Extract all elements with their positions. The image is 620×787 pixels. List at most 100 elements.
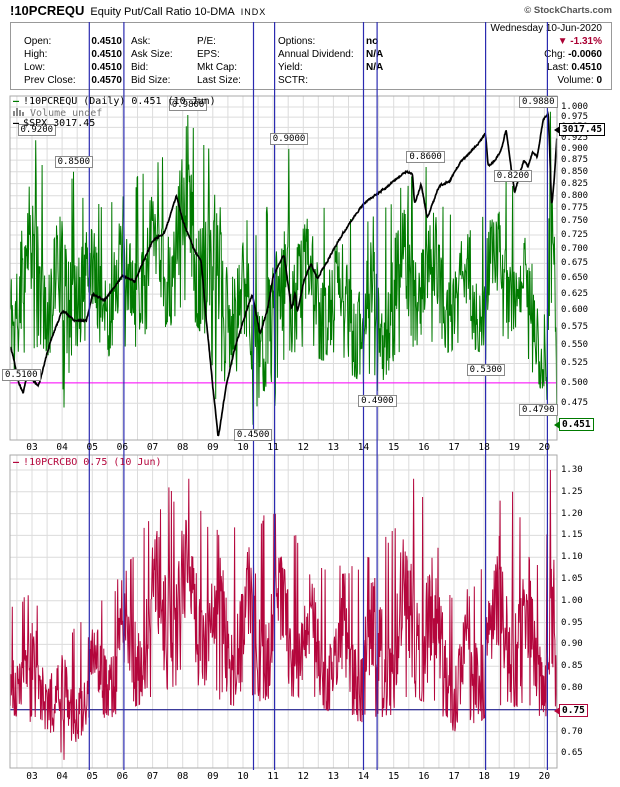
legend-item: Volume undef <box>13 107 102 119</box>
spx-last-value-box: 3017.45 <box>554 123 606 137</box>
x-tick-label: 13 <box>327 442 340 453</box>
quote-value: N/A <box>366 62 384 73</box>
quote-label: Yield: <box>278 62 303 73</box>
quote-label: High: <box>24 49 48 60</box>
y-tick-label: 1.000 <box>561 102 589 112</box>
quote-label: Last: <box>546 62 572 73</box>
legend-dash-icon: — <box>13 118 24 129</box>
y-tick-label: 0.650 <box>561 273 589 284</box>
quote-value: N/A <box>366 49 384 60</box>
panel-border <box>9 454 558 769</box>
y-tick-label: 0.675 <box>561 258 589 269</box>
chart-annotation: 0.5300 <box>466 363 506 376</box>
value-pointer-icon <box>554 706 560 715</box>
quote-value: 0.4510 <box>571 62 602 73</box>
quote-label: EPS: <box>197 49 220 60</box>
y-tick-label: 0.975 <box>561 112 589 123</box>
x-tick-label: 07 <box>146 442 159 453</box>
legend-label: Volume undef <box>24 108 103 119</box>
chart-annotation: 0.4790 <box>519 403 558 416</box>
x-tick-label: 20 <box>538 442 551 453</box>
quote-value: no <box>366 36 379 47</box>
y-tick-label: 1.10 <box>561 552 583 563</box>
value-pointer-icon <box>554 420 560 429</box>
chart-annotation: 0.4900 <box>358 394 397 407</box>
legend-label: !10PCREQU (Daily) 0.451 (10 Jun) <box>23 96 216 107</box>
y-tick-label: 0.925 <box>561 133 589 144</box>
x-tick-label: 07 <box>146 771 159 782</box>
x-tick-label: 09 <box>207 442 219 453</box>
y-tick-label: 0.625 <box>561 289 589 300</box>
last-value-box: 0.75 <box>554 703 588 717</box>
exchange-label: INDX <box>240 7 267 17</box>
series-10pcrcbo <box>9 469 558 760</box>
quote-label: Mkt Cap: <box>197 62 238 73</box>
x-tick-label: 03 <box>26 442 38 453</box>
chart-annotation: 0.9200 <box>17 124 57 137</box>
chart-annotation: 0.9000 <box>269 132 309 145</box>
x-tick-label: 11 <box>267 442 279 453</box>
x-tick-label: 12 <box>297 771 309 782</box>
x-tick-label: 15 <box>387 771 400 782</box>
quote-label: Ask Size: <box>131 49 173 60</box>
x-tick-label: 03 <box>26 771 38 782</box>
y-tick-label: 0.500 <box>561 377 589 388</box>
y-tick-label: 1.25 <box>561 486 583 497</box>
x-tick-label: 17 <box>448 771 460 782</box>
quote-label: Annual Dividend: <box>278 49 354 60</box>
y-tick-label: 0.600 <box>561 305 589 316</box>
legend-item: — !10PCREQU (Daily) 0.451 (10 Jun) <box>13 96 216 107</box>
legend-label: !10PCRCBO 0.75 (10 Jun) <box>23 457 162 468</box>
volume-bars-icon <box>13 108 24 119</box>
chart-annotation: 0.8200 <box>493 169 533 182</box>
x-tick-label: 04 <box>56 442 68 453</box>
x-tick-label: 18 <box>478 771 490 782</box>
quote-value: -0.0060 <box>568 49 602 60</box>
x-tick-label: 08 <box>176 442 189 453</box>
quote-date: Wednesday 10-Jun-2020 <box>490 23 602 34</box>
y-tick-label: 0.575 <box>561 322 589 333</box>
x-tick-label: 16 <box>418 771 430 782</box>
x-tick-label: 17 <box>448 442 460 453</box>
y-tick-label: 0.65 <box>561 748 583 759</box>
x-tick-label: 10 <box>237 771 249 782</box>
quote-label: P/E: <box>197 36 216 47</box>
y-tick-label: 1.00 <box>561 595 583 606</box>
y-tick-label: 0.825 <box>561 178 589 189</box>
x-tick-label: 10 <box>237 442 249 453</box>
symbol-name: Equity Put/Call Ratio 10-DMA <box>90 6 235 18</box>
y-tick-label: 1.05 <box>561 574 583 584</box>
y-tick-label: 0.95 <box>561 617 583 628</box>
chart-annotation: 0.9800 <box>168 99 208 112</box>
y-tick-label: 1.30 <box>561 465 583 475</box>
y-tick-label: 1.20 <box>561 508 583 519</box>
legend-item: — $SPX 3017.45 <box>13 118 95 129</box>
y-tick-label: 0.750 <box>561 216 589 227</box>
quote-label: Chg: <box>544 49 569 60</box>
quote-label: Ask: <box>131 36 151 47</box>
x-tick-label: 15 <box>387 442 400 453</box>
x-tick-label: 14 <box>357 771 370 782</box>
quote-label: Prev Close: <box>24 75 76 86</box>
quote-label: Bid: <box>131 62 149 73</box>
quote-right-row: Chg: -0.0060 <box>544 49 602 60</box>
x-tick-label: 04 <box>56 771 68 782</box>
chart-annotation: 0.8500 <box>54 155 94 168</box>
change-percent: ▼ -1.31% <box>557 36 602 47</box>
x-tick-label: 18 <box>478 442 490 453</box>
last-value-box: 0.451 <box>554 417 594 431</box>
x-tick-label: 20 <box>538 771 551 782</box>
y-tick-label: 0.725 <box>561 229 589 240</box>
quote-label: Open: <box>24 36 52 47</box>
legend-label: $SPX 3017.45 <box>23 118 96 129</box>
quote-value: 0 <box>596 75 602 86</box>
y-tick-label: 0.475 <box>561 398 589 409</box>
legend-item: — !10PCRCBO 0.75 (10 Jun) <box>13 457 162 468</box>
series-10pcrequ <box>9 111 558 425</box>
series-spx <box>9 110 558 437</box>
chart-annotation: 0.4500 <box>233 428 273 441</box>
x-tick-label: 06 <box>116 771 129 782</box>
quote-label: SCTR: <box>278 75 308 86</box>
chart-annotation: 0.8600 <box>406 151 445 164</box>
